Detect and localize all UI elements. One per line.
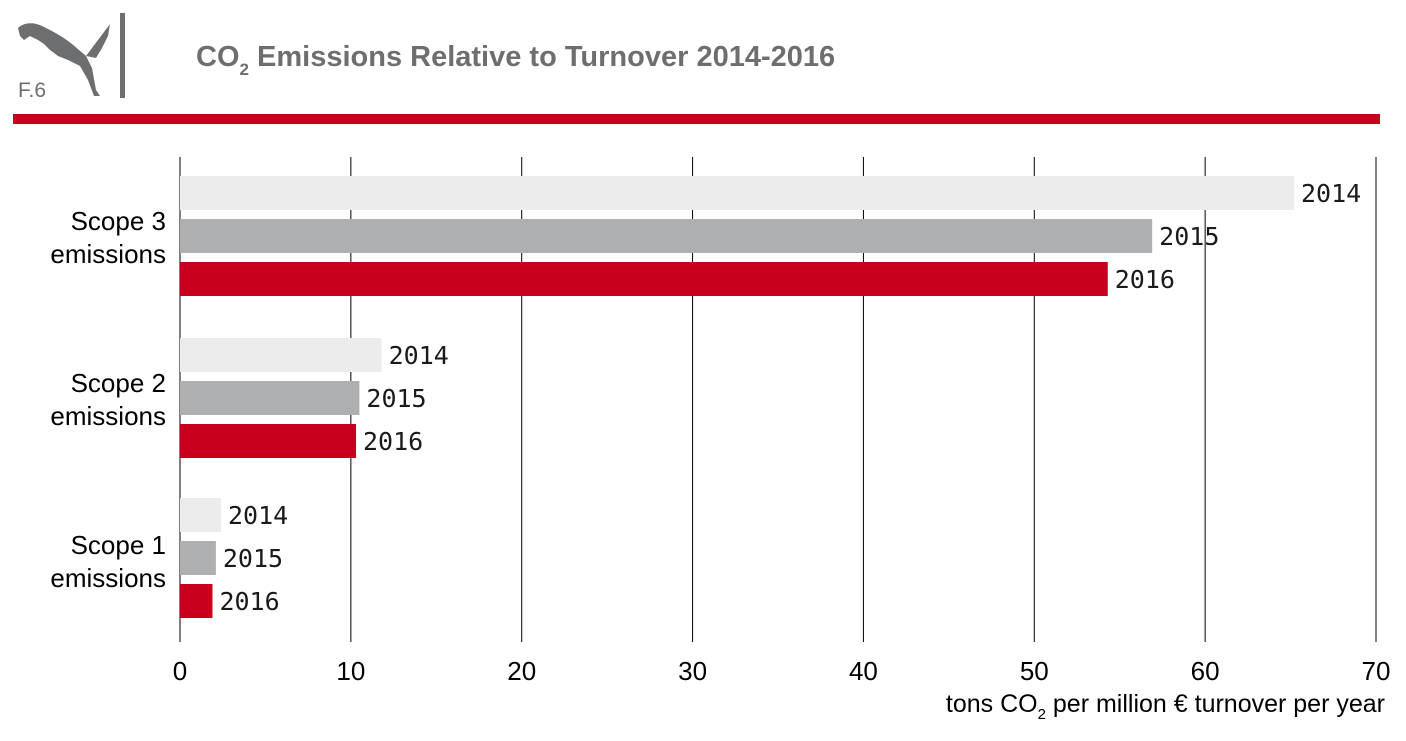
chart-title-subscript: 2 [240, 60, 249, 79]
x-axis-label-main: tons CO [946, 690, 1038, 718]
puma-logo: F.6 [18, 23, 110, 102]
chart-title-rest: Emissions Relative to Turnover 2014-2016 [249, 41, 835, 73]
x-axis-label-subscript: 2 [1038, 706, 1046, 723]
bar-scope2-2016 [180, 424, 356, 458]
bar-scope3-2014 [180, 176, 1294, 210]
data-label-scope1-2014: 2014 [228, 501, 288, 530]
header-divider [120, 13, 125, 98]
x-tick-label-20: 20 [507, 656, 536, 686]
bar-scope2-2014 [180, 338, 382, 372]
bar-scope1-2015 [180, 541, 216, 575]
bar-scope2-2015 [180, 381, 360, 415]
bar-scope3-2015 [180, 219, 1153, 253]
category-label-scope1-line2: emissions [50, 563, 166, 593]
header: F.6 CO2 Emissions Relative to Turnover 2… [13, 13, 1380, 124]
bar-scope1-2016 [180, 584, 213, 618]
x-tick-label-70: 70 [1362, 656, 1391, 686]
x-tick-label-0: 0 [173, 656, 187, 686]
x-tick-labels: 0 10 20 30 40 50 60 70 [173, 656, 1391, 686]
category-label-scope2-line1: Scope 2 [71, 368, 166, 398]
category-label-scope3-line1: Scope 3 [71, 206, 166, 236]
x-tick-label-10: 10 [336, 656, 365, 686]
bar-scope1-2014 [180, 498, 222, 532]
data-label-scope2-2015: 2015 [366, 384, 426, 413]
category-label-scope1-line1: Scope 1 [71, 530, 166, 560]
data-label-scope3-2015: 2015 [1159, 222, 1219, 251]
category-label-scope2-line2: emissions [50, 401, 166, 431]
chart-title: CO2 Emissions Relative to Turnover 2014-… [196, 41, 835, 79]
data-label-scope1-2015: 2015 [223, 544, 283, 573]
data-label-scope3-2014: 2014 [1301, 179, 1361, 208]
x-tick-label-50: 50 [1020, 656, 1049, 686]
category-label-scope3-line2: emissions [50, 239, 166, 269]
x-axis-label: tons CO2 per million € turnover per year [946, 690, 1385, 723]
data-label-scope2-2016: 2016 [363, 427, 423, 456]
x-tick-label-60: 60 [1191, 656, 1220, 686]
x-axis-label-rest: per million € turnover per year [1046, 690, 1385, 718]
data-label-scope1-2016: 2016 [219, 587, 279, 616]
x-tick-label-40: 40 [849, 656, 878, 686]
figure-label: F.6 [18, 79, 46, 102]
chart-title-main: CO [196, 41, 240, 73]
data-label-scope3-2016: 2016 [1115, 265, 1175, 294]
bar-scope3-2016 [180, 262, 1108, 296]
puma-cat-icon [18, 23, 110, 96]
header-rule [13, 114, 1380, 124]
bars: 2014 2015 2016 2014 2015 2016 2014 2015 2016 [180, 176, 1361, 618]
data-label-scope2-2014: 2014 [389, 341, 449, 370]
x-tick-label-30: 30 [678, 656, 707, 686]
